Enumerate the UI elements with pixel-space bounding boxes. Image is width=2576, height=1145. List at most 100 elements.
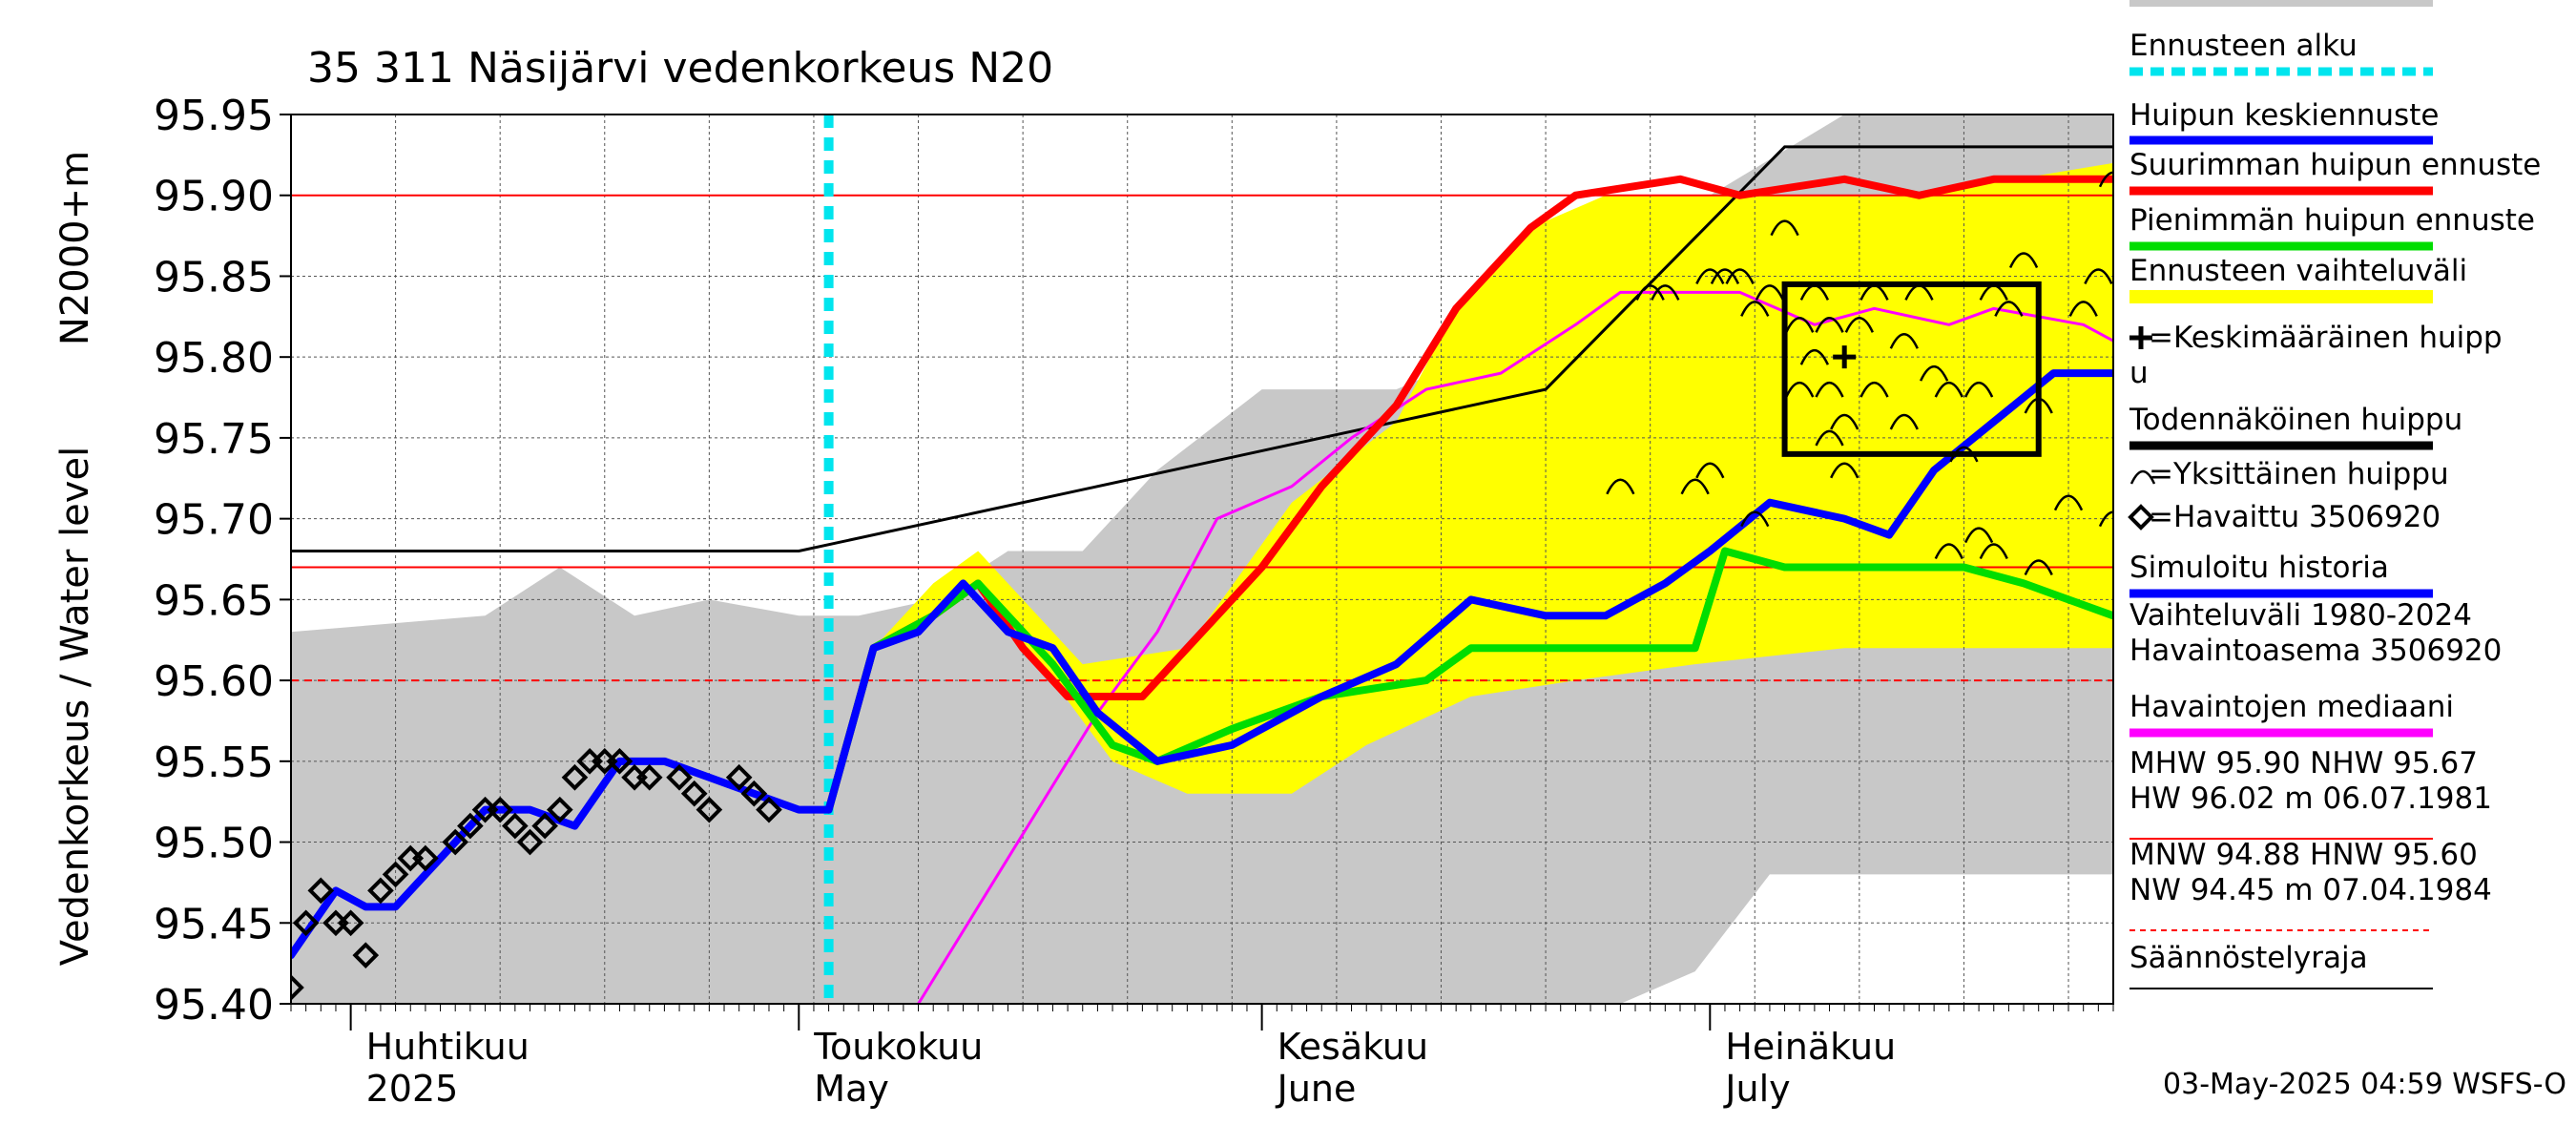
observed-marker <box>352 942 380 968</box>
probable-peak-box <box>1781 281 2042 457</box>
individual-peak-marker <box>1695 268 1725 284</box>
individual-peak-marker <box>1725 268 1755 284</box>
legend-label-5: =Keskimääräinen huipp <box>2149 321 2503 355</box>
legend-sublabel-13: NW 94.45 m 07.04.1984 <box>2129 873 2492 907</box>
observed-marker <box>635 763 663 791</box>
observed-marker <box>487 796 514 823</box>
legend-label-7: =Yksittäinen huippu <box>2149 457 2449 491</box>
legend-arc-icon <box>2129 469 2156 485</box>
legend-label-13: MNW 94.88 HNW 95.60 <box>2129 838 2478 872</box>
observed-marker <box>502 812 529 840</box>
y-tick-label: 95.80 <box>154 334 274 383</box>
legend-label-14: Säännöstelyraja <box>2129 941 2368 975</box>
observed-marker <box>442 828 469 856</box>
month-label-en: 2025 <box>366 1068 459 1110</box>
individual-peak-marker <box>1710 268 1740 284</box>
month-label-fi: Heinäkuu <box>1725 1026 1896 1068</box>
series-line-3 <box>291 369 2113 960</box>
legend-label-1: Huipun keskiennuste <box>2129 98 2439 133</box>
month-label-fi: Kesäkuu <box>1278 1026 1429 1068</box>
month-label-en: June <box>1276 1068 1357 1110</box>
individual-peak-marker <box>1963 381 1994 398</box>
observed-marker <box>291 974 304 1001</box>
individual-peak-marker <box>2024 559 2053 576</box>
observed-marker <box>412 844 439 872</box>
grid <box>290 114 2113 1005</box>
individual-peak-marker <box>1830 462 1859 479</box>
legend-label-11: Havaintojen mediaani <box>2129 690 2454 724</box>
individual-peak-marker <box>2084 268 2113 284</box>
legend-diamond-icon <box>2128 504 2154 531</box>
y-tick-label: 95.45 <box>154 900 274 948</box>
individual-peak-marker <box>2008 252 2039 269</box>
individual-peak-marker <box>1859 381 1889 398</box>
legend-sublabel-10: Havaintoasema 3506920 <box>2129 634 2502 668</box>
observed-marker <box>561 763 589 791</box>
individual-peak-marker <box>1919 364 1949 382</box>
individual-peak-marker <box>1815 317 1844 333</box>
legend: Ennusteen alku Huipun keskiennuste Suurimm… <box>2128 0 2541 989</box>
footer-timestamp: 03-May-2025 04:59 WSFS-O <box>2163 1068 2566 1101</box>
observed-marker <box>666 763 693 791</box>
individual-peak-marker <box>1859 284 1889 301</box>
y-tick-label: 95.70 <box>154 496 274 545</box>
individual-peak-marker <box>1844 317 1874 333</box>
legend-label-8: =Havaittu 3506920 <box>2149 500 2441 534</box>
y-tick-label: 95.65 <box>154 576 274 625</box>
legend-label-9: Simuloitu historia <box>2129 551 2389 585</box>
individual-peak-marker <box>1799 348 1830 365</box>
individual-peak-marker <box>1904 284 1934 301</box>
individual-peak-marker <box>1934 381 1963 398</box>
y-tick-label: 95.90 <box>154 173 274 221</box>
observed-marker <box>367 877 394 905</box>
y-tick-label: 95.95 <box>154 92 274 140</box>
legend-label-10: Vaihteluväli 1980-2024 <box>2129 598 2472 633</box>
individual-peak-marker <box>1949 446 1979 463</box>
observed-marker <box>382 861 409 888</box>
legend-label-2: Suurimman huipun ennuste <box>2129 148 2541 182</box>
individual-peak-marker <box>1799 284 1830 301</box>
observed-marker <box>292 909 320 937</box>
individual-peak-marker <box>1815 429 1844 447</box>
month-label-fi: Huhtikuu <box>366 1026 530 1068</box>
individual-peak-marker <box>1934 543 1963 560</box>
individual-peak-marker <box>1994 301 2024 317</box>
individual-peak-marker <box>1755 284 1785 301</box>
individual-peak-marker <box>2098 510 2113 528</box>
month-label-en: July <box>1723 1068 1790 1110</box>
regulation-limit-line <box>291 145 2113 553</box>
individual-peak-marker <box>1651 284 1680 301</box>
legend-label-4: Ennusteen vaihteluväli <box>2129 254 2467 288</box>
individual-peak-marker <box>1979 543 2008 560</box>
chart-title: 35 311 Näsijärvi vedenkorkeus N20 <box>307 44 1053 93</box>
legend-label-3: Pienimmän huipun ennuste <box>2129 203 2535 238</box>
legend-label-0: Ennusteen alku <box>2129 29 2358 63</box>
individual-peak-marker <box>2068 301 2098 317</box>
individual-peak-marker <box>1740 301 1770 317</box>
individual-peak-marker <box>1606 478 1635 495</box>
y-axis-unit: N2000+m <box>53 151 97 345</box>
individual-peak-marker <box>1815 381 1844 398</box>
individual-peak-marker <box>1740 510 1770 528</box>
legend-plus-icon <box>2129 326 2152 349</box>
observed-marker <box>680 780 708 807</box>
y-tick-label: 95.40 <box>154 981 274 1030</box>
individual-peak-marker <box>1770 219 1799 237</box>
observed-marker <box>725 763 753 791</box>
observed-marker <box>756 796 782 823</box>
y-tick-label: 95.55 <box>154 739 274 787</box>
observed-marker <box>337 909 364 937</box>
individual-peak-marker <box>1635 284 1665 301</box>
y-tick-label: 95.75 <box>154 415 274 464</box>
observed-marker <box>457 812 484 840</box>
individual-peak-marker <box>1785 381 1815 398</box>
band-1 <box>828 162 2113 810</box>
individual-peak-marker <box>2098 171 2113 188</box>
series-line-2 <box>824 547 2113 814</box>
observed-marker <box>696 796 723 823</box>
observed-marker <box>531 812 558 840</box>
individual-peak-marker <box>1889 333 1919 349</box>
individual-peak-marker <box>1979 284 2008 301</box>
individual-peak-marker <box>1830 413 1859 430</box>
